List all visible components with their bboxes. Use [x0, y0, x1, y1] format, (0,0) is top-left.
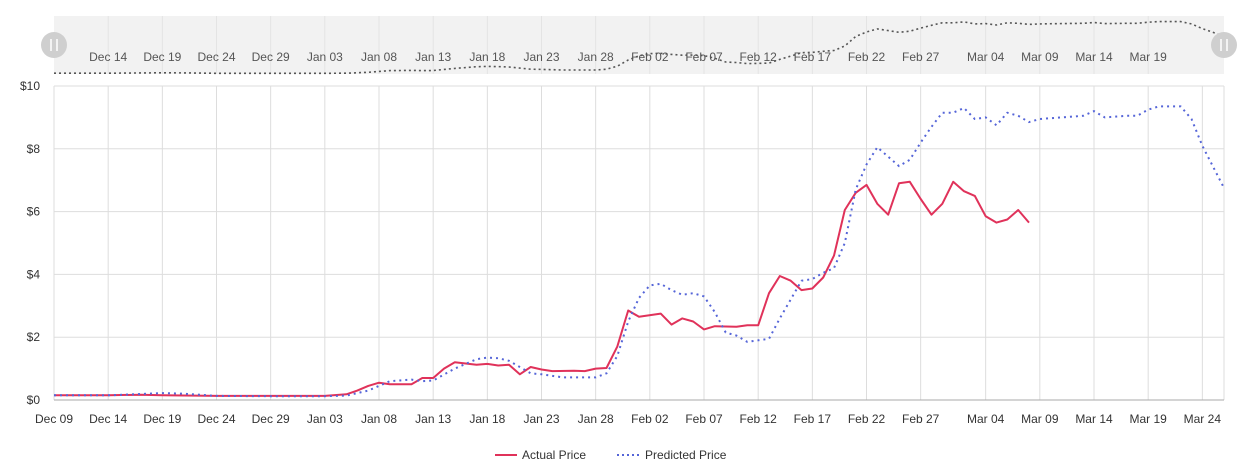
y-tick-label: $6	[27, 205, 41, 219]
y-axis: $0 $2 $4 $6 $8 $10	[20, 79, 40, 407]
x-axis: Dec 09 Dec 14 Dec 19 Dec 24 Dec 29 Jan 03 Jan …	[35, 412, 1221, 426]
x-tick-label: Dec 19	[143, 412, 181, 426]
legend-item-predicted-price[interactable]: Predicted Price	[617, 448, 727, 462]
navigator-tick-label: Jan 23	[523, 50, 559, 64]
x-tick-label: Jan 13	[415, 412, 451, 426]
plot-grid	[53, 85, 1225, 401]
x-tick-label: Mar 24	[1184, 412, 1222, 426]
navigator-tick-label: Mar 19	[1129, 50, 1167, 64]
range-navigator[interactable]: Dec 14 Dec 19 Dec 24 Dec 29 Jan 03 Jan 08 Jan …	[41, 16, 1237, 75]
y-tick-label: $10	[20, 79, 40, 93]
navigator-handle-knob[interactable]	[1211, 32, 1237, 58]
navigator-tick-label: Feb 02	[631, 50, 669, 64]
y-tick-label: $0	[27, 393, 41, 407]
x-tick-label: Feb 22	[848, 412, 886, 426]
x-tick-label: Mar 14	[1075, 412, 1113, 426]
navigator-tick-label: Jan 13	[415, 50, 451, 64]
x-tick-label: Jan 03	[307, 412, 343, 426]
navigator-axis-labels: Dec 14 Dec 19 Dec 24 Dec 29 Jan 03 Jan 08 Jan …	[89, 16, 1167, 74]
series-layer	[54, 105, 1225, 398]
navigator-tick-label: Jan 03	[307, 50, 343, 64]
legend[interactable]: Actual Price Predicted Price	[495, 448, 727, 462]
navigator-tick-label: Mar 04	[967, 50, 1005, 64]
navigator-tick-label: Dec 24	[197, 50, 235, 64]
x-tick-label: Feb 02	[631, 412, 669, 426]
navigator-tick-label: Feb 17	[794, 50, 832, 64]
x-tick-label: Mar 19	[1129, 412, 1167, 426]
navigator-tick-label: Mar 09	[1021, 50, 1059, 64]
navigator-tick-label: Feb 27	[902, 50, 940, 64]
navigator-tick-label: Dec 29	[252, 50, 290, 64]
x-tick-label: Jan 18	[469, 412, 505, 426]
predicted-price-line[interactable]	[54, 105, 1225, 398]
navigator-handle-knob[interactable]	[41, 32, 67, 58]
navigator-tick-label: Dec 14	[89, 50, 127, 64]
navigator-right-handle[interactable]	[1211, 32, 1237, 58]
navigator-tick-label: Jan 18	[469, 50, 505, 64]
x-tick-label: Jan 08	[361, 412, 397, 426]
navigator-left-handle[interactable]	[41, 32, 67, 58]
navigator-series-line	[54, 20, 1225, 75]
navigator-tick-label: Mar 14	[1075, 50, 1113, 64]
x-tick-label: Dec 24	[197, 412, 235, 426]
navigator-tick-label: Jan 28	[578, 50, 614, 64]
x-tick-label: Jan 23	[523, 412, 559, 426]
navigator-tick-label: Feb 12	[739, 50, 777, 64]
navigator-tick-label: Jan 08	[361, 50, 397, 64]
x-tick-label: Mar 09	[1021, 412, 1059, 426]
navigator-background	[54, 16, 1224, 74]
y-tick-label: $8	[27, 142, 41, 156]
x-tick-label: Mar 04	[967, 412, 1005, 426]
navigator-tick-label: Feb 22	[848, 50, 886, 64]
navigator-tick-label: Feb 07	[685, 50, 723, 64]
legend-label: Predicted Price	[645, 448, 727, 462]
navigator-tick-label: Dec 19	[143, 50, 181, 64]
x-tick-label: Feb 17	[794, 412, 832, 426]
x-tick-label: Dec 29	[252, 412, 290, 426]
x-tick-label: Feb 27	[902, 412, 940, 426]
x-tick-label: Feb 07	[685, 412, 723, 426]
legend-item-actual-price[interactable]: Actual Price	[495, 448, 586, 462]
actual-price-line[interactable]	[54, 180, 1030, 397]
x-tick-label: Feb 12	[739, 412, 777, 426]
x-tick-label: Dec 14	[89, 412, 127, 426]
x-tick-label: Jan 28	[578, 412, 614, 426]
x-tick-label: Dec 09	[35, 412, 73, 426]
y-tick-label: $4	[27, 267, 41, 281]
y-tick-label: $2	[27, 330, 41, 344]
legend-label: Actual Price	[522, 448, 586, 462]
